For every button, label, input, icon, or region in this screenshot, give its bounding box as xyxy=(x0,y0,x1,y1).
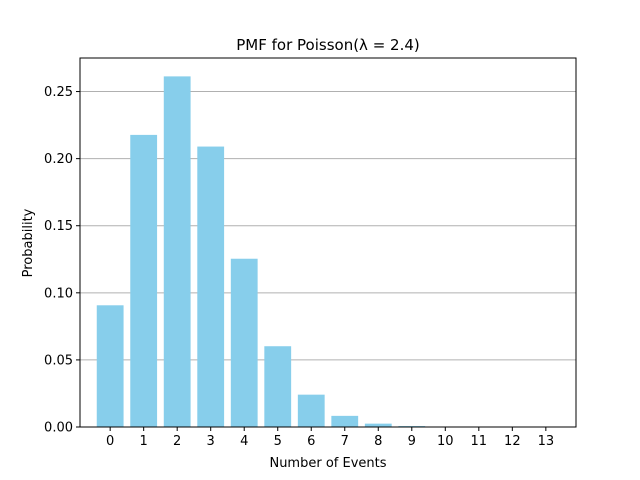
x-tick-label: 12 xyxy=(504,434,521,449)
bar-4 xyxy=(230,258,258,427)
x-tick-label: 3 xyxy=(207,434,215,449)
y-tick-label: 0.25 xyxy=(44,85,73,100)
x-tick-label: 4 xyxy=(240,434,248,449)
bar-3 xyxy=(197,146,225,427)
y-axis-ticks: 0.00 0.05 0.10 0.15 0.20 0.25 xyxy=(44,85,80,436)
y-tick-label: 0.10 xyxy=(44,286,73,301)
bar-8 xyxy=(364,423,392,427)
y-tick-label: 0.00 xyxy=(44,421,73,436)
bar-7 xyxy=(331,415,359,427)
x-tick-label: 13 xyxy=(538,434,555,449)
x-tick-label: 6 xyxy=(307,434,315,449)
x-axis-ticks: 0 1 2 3 4 5 6 7 8 9 10 11 12 13 xyxy=(106,427,554,449)
chart-title: PMF for Poisson(λ = 2.4) xyxy=(236,36,420,54)
x-tick-label: 2 xyxy=(173,434,181,449)
bar-2 xyxy=(163,76,191,428)
x-tick-label: 11 xyxy=(471,434,488,449)
bars xyxy=(96,76,560,428)
x-axis-title: Number of Events xyxy=(269,456,386,471)
y-tick-label: 0.05 xyxy=(44,353,73,368)
bar-1 xyxy=(130,134,158,428)
x-tick-label: 7 xyxy=(341,434,349,449)
bar-0 xyxy=(96,305,124,427)
y-tick-label: 0.20 xyxy=(44,152,73,167)
y-axis-title: Probability xyxy=(21,208,36,277)
x-tick-label: 0 xyxy=(106,434,114,449)
x-tick-label: 9 xyxy=(408,434,416,449)
y-tick-label: 0.15 xyxy=(44,219,73,234)
bar-5 xyxy=(264,346,292,427)
y-grid-lines xyxy=(80,91,576,361)
x-tick-label: 1 xyxy=(140,434,148,449)
bar-6 xyxy=(297,394,325,427)
x-tick-label: 5 xyxy=(274,434,282,449)
plot-frame xyxy=(79,57,577,428)
x-tick-label: 10 xyxy=(437,434,454,449)
x-tick-label: 8 xyxy=(374,434,382,449)
